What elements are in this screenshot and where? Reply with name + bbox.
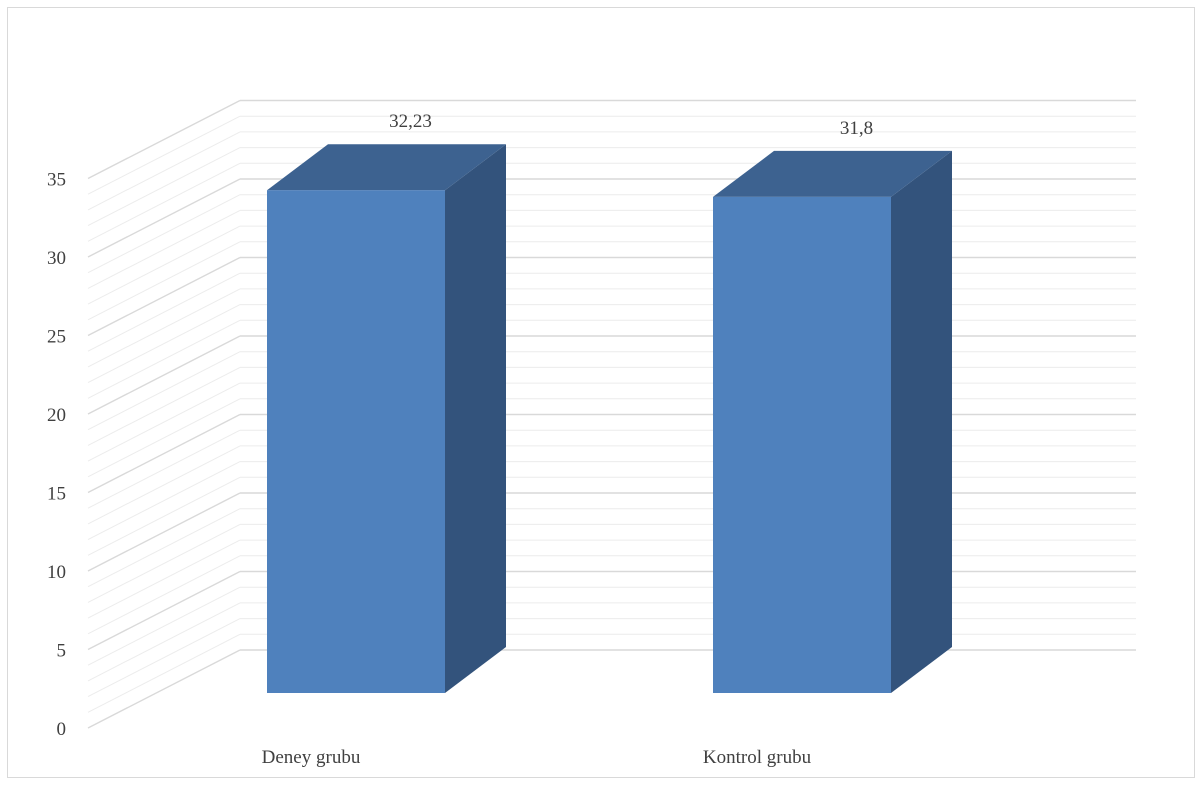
gridline-side xyxy=(87,351,241,431)
gridline-side xyxy=(87,209,241,289)
data-label: 31,8 xyxy=(840,118,873,139)
gridline-side xyxy=(87,319,241,399)
y-tick-label: 5 xyxy=(57,641,67,662)
y-tick-label: 20 xyxy=(47,405,66,426)
gridline-side xyxy=(87,633,241,713)
gridline-side xyxy=(87,272,241,352)
gridline-side xyxy=(87,586,241,666)
x-category-label: Deney grubu xyxy=(262,747,361,768)
gridline-side xyxy=(87,555,241,635)
gridline-side xyxy=(87,304,241,384)
gridline-side xyxy=(87,429,241,509)
gridline-side xyxy=(87,366,241,446)
gridline-side xyxy=(87,445,241,525)
x-category-label: Kontrol grubu xyxy=(703,747,812,768)
bars: 32,23 31,8 xyxy=(267,111,952,694)
gridline-side xyxy=(87,99,241,180)
y-tick-label: 30 xyxy=(47,248,66,269)
gridline-side xyxy=(87,288,241,368)
x-axis-categories: Deney grubu Kontrol grubu xyxy=(262,747,812,768)
gridline-side xyxy=(87,492,241,572)
bar xyxy=(713,150,952,694)
gridline-side xyxy=(87,335,241,415)
gridline-side xyxy=(87,256,241,337)
gridline-side xyxy=(87,162,241,242)
y-tick-label: 25 xyxy=(47,327,66,348)
gridline-side xyxy=(87,382,241,462)
y-tick-label: 35 xyxy=(47,170,66,191)
bar-side-face xyxy=(445,144,506,693)
gridline-side xyxy=(87,147,241,227)
gridline-side xyxy=(87,461,241,541)
bar-front-face xyxy=(267,190,445,693)
grid-lines xyxy=(87,99,1136,729)
gridline-side xyxy=(87,194,241,274)
gridline-side xyxy=(87,178,241,258)
gridline-side xyxy=(87,539,241,619)
bar xyxy=(267,144,506,693)
gridline-side xyxy=(87,131,241,211)
gridline-side xyxy=(87,508,241,588)
gridline-side xyxy=(87,523,241,603)
y-tick-label: 10 xyxy=(47,562,66,583)
gridline-side xyxy=(87,570,241,651)
gridline-side xyxy=(87,413,241,494)
bar-side-face xyxy=(891,150,952,694)
gridline-side xyxy=(87,241,241,321)
y-tick-label: 0 xyxy=(57,719,67,740)
bar-top-face xyxy=(713,150,952,197)
y-tick-label: 15 xyxy=(47,484,66,505)
gridline-side xyxy=(87,115,241,195)
gridline-side xyxy=(87,649,241,729)
gridline-side xyxy=(87,618,241,698)
gridline-side xyxy=(87,476,241,556)
gridline-side xyxy=(87,398,241,478)
data-label: 32,23 xyxy=(389,111,432,132)
bar-top-face xyxy=(267,144,506,191)
gridline-side xyxy=(87,225,241,305)
y-axis-ticks: 0 5 10 15 20 25 30 35 xyxy=(47,170,66,741)
bar-front-face xyxy=(713,196,891,694)
gridline-side xyxy=(87,602,241,682)
